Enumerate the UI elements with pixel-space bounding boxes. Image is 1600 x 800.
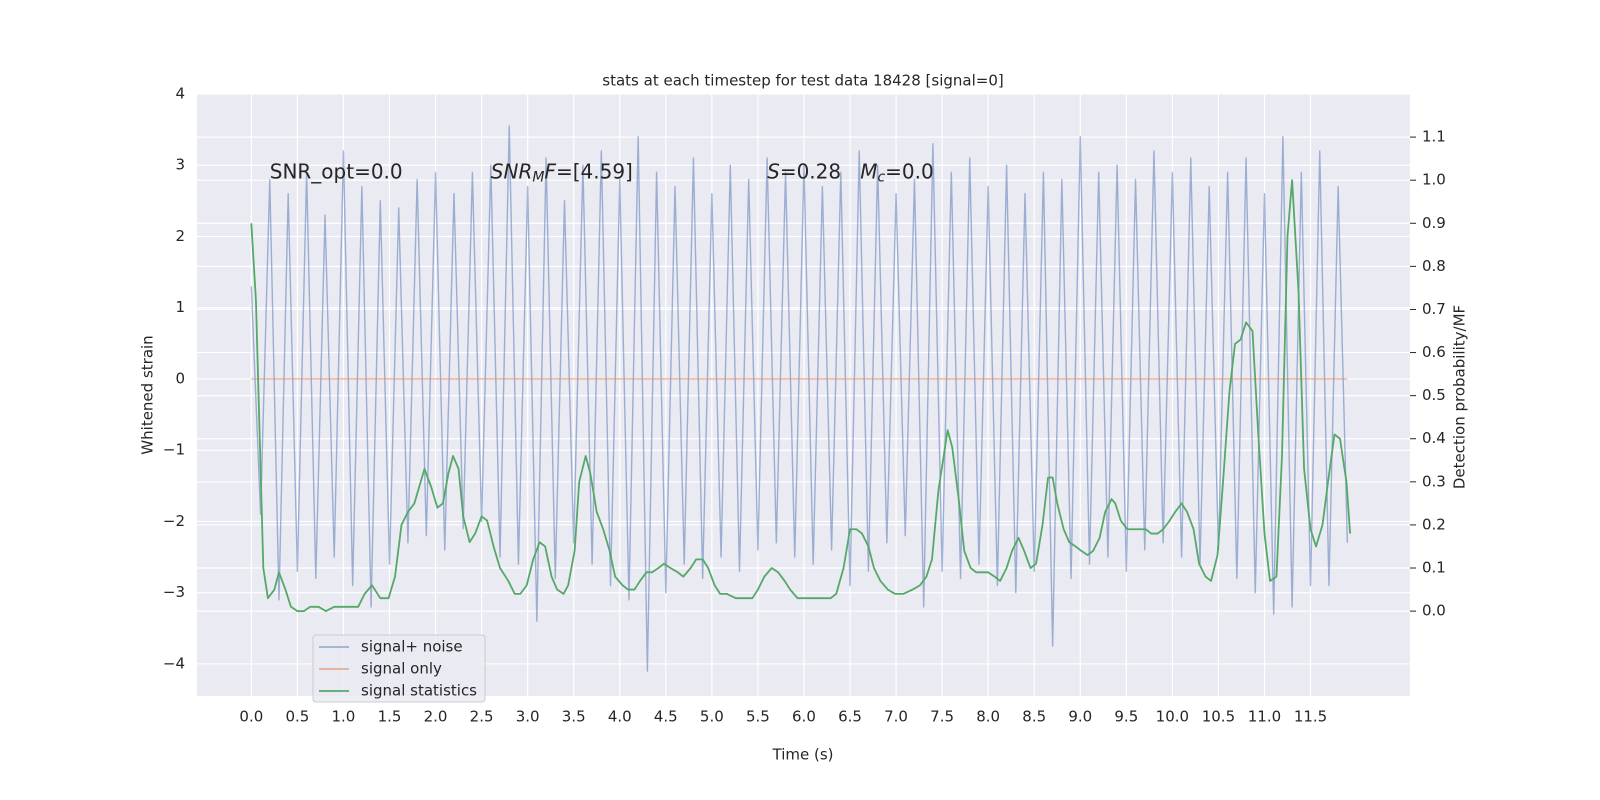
- y-tick-label: −4: [163, 654, 185, 672]
- y2-tick-label: 0.2: [1422, 515, 1446, 533]
- annotation: S=0.28 Mc=0.0: [767, 159, 934, 186]
- y-tick-label: −1: [163, 441, 185, 459]
- x-tick-label: 9.5: [1114, 708, 1138, 726]
- y2-tick-label: 1.1: [1422, 128, 1446, 146]
- x-tick-label: 11.0: [1248, 708, 1281, 726]
- x-tick-label: 11.5: [1294, 708, 1327, 726]
- annotation-part: M: [532, 169, 544, 185]
- annotation-part: =[4.59]: [556, 159, 633, 183]
- x-tick-label: 10.5: [1202, 708, 1235, 726]
- y-tick-label: 2: [175, 227, 185, 245]
- x-tick-label: 9.0: [1068, 708, 1092, 726]
- y2-tick-label: 0.8: [1422, 257, 1446, 275]
- x-tick-label: 2.5: [470, 708, 494, 726]
- y2-tick-label: 0.1: [1422, 559, 1446, 577]
- x-tick-label: 3.5: [562, 708, 586, 726]
- y-tick-label: 4: [175, 85, 185, 103]
- x-tick-label: 8.0: [976, 708, 1000, 726]
- annotation-part: M: [860, 159, 877, 183]
- legend: signal+ noise signal only signal statistic…: [312, 634, 486, 703]
- x-tick-label: 4.5: [654, 708, 678, 726]
- legend-box: [312, 634, 486, 703]
- x-tick-label: 7.5: [930, 708, 954, 726]
- annotation-part: =0.0: [885, 159, 934, 183]
- y2-tick-label: 0.9: [1422, 214, 1446, 232]
- x-tick-label: 0.5: [285, 708, 309, 726]
- legend-label: signal+ noise: [361, 638, 463, 656]
- x-tick-label: 6.5: [838, 708, 862, 726]
- x-tick-label: 8.5: [1022, 708, 1046, 726]
- annotation: SNR_opt=0.0: [270, 159, 403, 183]
- y2-tick-label: 0.7: [1422, 300, 1446, 318]
- y-axis-label: Whitened strain: [139, 335, 157, 454]
- y2-axis-label: Detection probability/MF: [1451, 305, 1469, 489]
- y-tick-label: 1: [175, 298, 185, 316]
- y-tick-label: 0: [175, 369, 185, 387]
- x-tick-label: 0.0: [239, 708, 263, 726]
- y2-tick-label: 0.6: [1422, 343, 1446, 361]
- annotation-part: SNR: [491, 159, 533, 183]
- annotation-part: F: [544, 159, 556, 183]
- chart-title: stats at each timestep for test data 184…: [602, 72, 1003, 90]
- y-tick-label: 3: [175, 156, 185, 174]
- y-tick-label: −2: [163, 512, 185, 530]
- x-tick-label: 7.0: [884, 708, 908, 726]
- x-tick-label: 5.0: [700, 708, 724, 726]
- x-tick-label: 10.0: [1156, 708, 1189, 726]
- legend-label: signal statistics: [361, 682, 477, 700]
- annotation-part: c: [877, 169, 885, 185]
- x-tick-label: 4.0: [608, 708, 632, 726]
- y2-tick-label: 0.0: [1422, 602, 1446, 620]
- x-tick-label: 2.0: [424, 708, 448, 726]
- x-tick-label: 1.0: [332, 708, 356, 726]
- x-tick-label: 5.5: [746, 708, 770, 726]
- y2-tick-label: 0.5: [1422, 386, 1446, 404]
- annotation-part: SNR_opt=0.0: [270, 159, 403, 183]
- legend-label: signal only: [361, 660, 442, 678]
- line-series: [250, 125, 1349, 672]
- x-tick-label: 6.0: [792, 708, 816, 726]
- x-tick-label: 1.5: [378, 708, 402, 726]
- y-tick-label: −3: [163, 583, 185, 601]
- y2-tick-label: 0.4: [1422, 429, 1446, 447]
- y2-tick-label: 1.0: [1422, 171, 1446, 189]
- y2-tick-label: 0.3: [1422, 472, 1446, 490]
- annotation-part: S: [767, 159, 780, 183]
- line-series: [250, 179, 1352, 613]
- x-tick-label: 3.0: [516, 708, 540, 726]
- annotation-part: =0.28: [780, 159, 860, 183]
- x-axis-label: Time (s): [772, 746, 834, 764]
- annotation: SNRMF=[4.59]: [491, 159, 633, 186]
